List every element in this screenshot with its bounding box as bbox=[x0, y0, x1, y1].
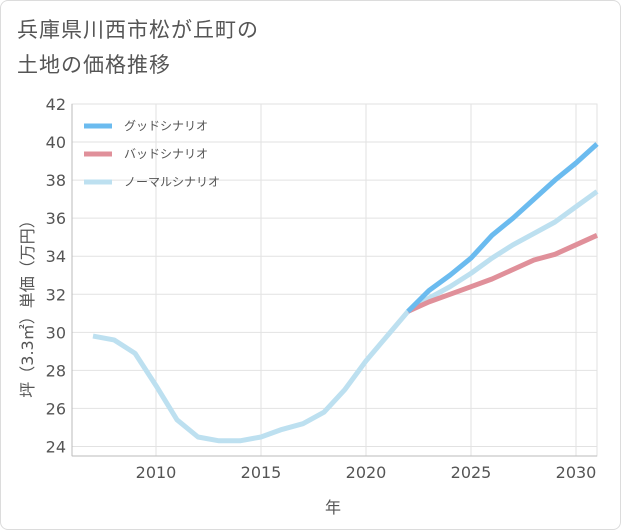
legend-label-1: バッドシナリオ bbox=[124, 147, 208, 161]
y-tick-label: 38 bbox=[46, 171, 66, 190]
y-tick-label: 36 bbox=[46, 209, 66, 228]
y-axis-title: 坪（3.3㎡）単価（万円） bbox=[18, 212, 37, 397]
legend-label-0: グッドシナリオ bbox=[124, 119, 208, 133]
y-tick-label: 26 bbox=[46, 399, 66, 418]
series-lines bbox=[92, 142, 599, 444]
series-line-0 bbox=[406, 142, 599, 314]
y-tick-label: 28 bbox=[46, 361, 66, 380]
series-line-2 bbox=[92, 189, 599, 444]
x-tick-label: 2015 bbox=[241, 463, 282, 482]
x-tick-label: 2020 bbox=[346, 463, 387, 482]
y-tick-label: 24 bbox=[46, 437, 66, 456]
y-tick-label: 30 bbox=[46, 323, 66, 342]
y-tick-label: 34 bbox=[46, 247, 66, 266]
title-line-2: 土地の価格推移 bbox=[17, 53, 171, 77]
y-tick-label: 40 bbox=[46, 133, 66, 152]
chart-title: 兵庫県川西市松が丘町の 土地の価格推移 bbox=[17, 13, 259, 83]
grid bbox=[71, 103, 598, 457]
x-axis-title: 年 bbox=[325, 498, 341, 517]
x-tick-label: 2030 bbox=[556, 463, 597, 482]
y-tick-label: 42 bbox=[46, 95, 66, 114]
x-tick-label: 2025 bbox=[451, 463, 492, 482]
axes: 24 26 28 30 32 34 36 38 40 42 2010 2015 2020 2025 2030 bbox=[46, 95, 597, 482]
legend-label-2: ノーマルシナリオ bbox=[124, 175, 220, 189]
x-tick-label: 2010 bbox=[136, 463, 177, 482]
series-line-1 bbox=[406, 233, 599, 314]
title-line-1: 兵庫県川西市松が丘町の bbox=[17, 18, 259, 42]
y-tick-label: 32 bbox=[46, 285, 66, 304]
